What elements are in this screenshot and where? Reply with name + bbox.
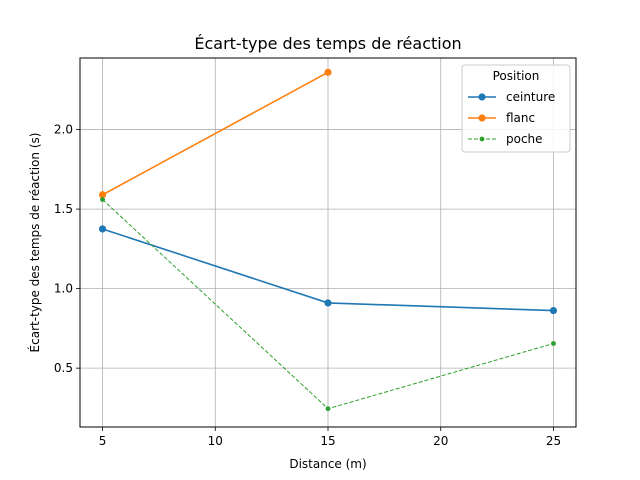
legend-marker-ceinture (478, 93, 486, 101)
x-tick-label: 25 (546, 434, 561, 448)
data-point-poche (100, 197, 105, 202)
legend-label-flanc: flanc (506, 111, 535, 125)
data-point-ceinture (324, 299, 332, 307)
legend-marker-flanc (478, 114, 486, 122)
data-point-ceinture (98, 225, 107, 233)
legend-box (461, 64, 571, 153)
data-point-poche (325, 406, 331, 412)
legend-label-poche: poche (506, 132, 543, 146)
data-point-flanc (98, 191, 107, 199)
x-tick-label: 5 (99, 434, 107, 448)
chart-title: Écart-type des temps de réaction (194, 34, 461, 53)
legend-title: Position (493, 69, 540, 83)
x-tick-label: 15 (320, 434, 335, 448)
legend-label-ceinture: ceinture (506, 90, 555, 104)
x-tick-label: 10 (208, 434, 223, 448)
data-point-poche (551, 341, 556, 346)
axes: 5 10 15 20 25 0.5 1.0 1.5 2.0 (54, 123, 561, 448)
y-tick-label: 1.0 (54, 282, 73, 296)
series-line-flanc (102, 71, 329, 196)
y-tick-label: 2.0 (54, 123, 73, 137)
plot-series (98, 68, 558, 412)
x-tick-label: 20 (433, 434, 448, 448)
y-tick-label: 0.5 (54, 361, 73, 375)
data-point-ceinture (549, 306, 558, 315)
legend-items: ceinture flanc poche (468, 90, 555, 146)
data-point-flanc (324, 68, 332, 76)
legend: Position ceinture flanc poche (461, 64, 571, 153)
y-axis-label: Écart-type des temps de réaction (s) (27, 133, 42, 353)
y-tick-label: 1.5 (54, 202, 73, 216)
legend-marker-poche (479, 136, 485, 142)
x-axis-label: Distance (m) (289, 457, 366, 471)
